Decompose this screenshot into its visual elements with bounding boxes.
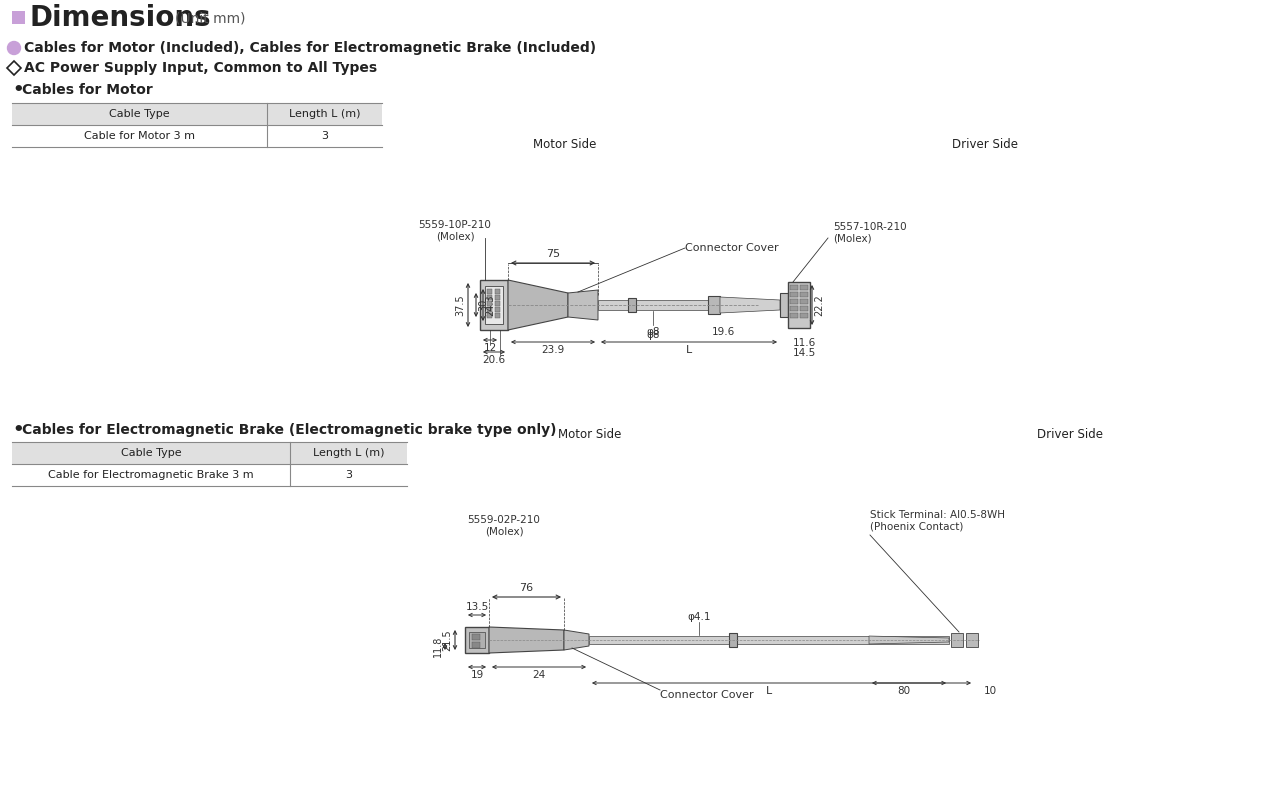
Bar xyxy=(486,295,492,300)
Text: Cable Type: Cable Type xyxy=(120,448,182,458)
Text: Length L (m): Length L (m) xyxy=(312,448,384,458)
Text: Motor Side: Motor Side xyxy=(558,429,622,441)
Text: Dimensions: Dimensions xyxy=(29,4,211,32)
Bar xyxy=(780,293,788,317)
Text: Driver Side: Driver Side xyxy=(952,138,1018,152)
Bar xyxy=(495,295,500,300)
Bar xyxy=(788,282,810,328)
Text: φ8: φ8 xyxy=(646,327,659,337)
Bar xyxy=(628,298,636,312)
Bar xyxy=(800,306,808,311)
Bar xyxy=(12,11,26,24)
Bar xyxy=(790,299,797,304)
Text: 5559-10P-210
(Molex): 5559-10P-210 (Molex) xyxy=(419,220,492,242)
Text: (Unit mm): (Unit mm) xyxy=(175,11,246,25)
Text: Connector Cover: Connector Cover xyxy=(685,243,778,253)
Text: Cable for Electromagnetic Brake 3 m: Cable for Electromagnetic Brake 3 m xyxy=(49,470,253,480)
Bar xyxy=(598,300,708,310)
Bar xyxy=(472,642,480,648)
Polygon shape xyxy=(568,290,598,320)
Text: 13.5: 13.5 xyxy=(466,602,489,612)
Bar xyxy=(589,636,948,644)
Text: Driver Side: Driver Side xyxy=(1037,429,1103,441)
Text: 11.6: 11.6 xyxy=(794,338,817,348)
Text: Length L (m): Length L (m) xyxy=(289,109,360,119)
Text: 11.8: 11.8 xyxy=(433,636,443,657)
Bar xyxy=(800,292,808,297)
Bar xyxy=(495,313,500,318)
Bar xyxy=(800,313,808,318)
Text: 37.5: 37.5 xyxy=(454,294,465,316)
Text: 19: 19 xyxy=(470,670,484,680)
Text: φ8: φ8 xyxy=(646,330,659,340)
Text: Motor Side: Motor Side xyxy=(534,138,596,152)
Bar xyxy=(486,301,492,306)
Text: Cable Type: Cable Type xyxy=(109,109,170,119)
Polygon shape xyxy=(508,280,568,330)
Bar xyxy=(12,442,407,464)
Text: 10: 10 xyxy=(984,686,997,696)
Text: Cables for Motor: Cables for Motor xyxy=(22,83,152,97)
Text: 20.6: 20.6 xyxy=(483,355,506,365)
Bar xyxy=(495,301,500,306)
Text: 76: 76 xyxy=(520,583,534,593)
Text: 24.3: 24.3 xyxy=(485,294,495,316)
Text: L: L xyxy=(765,686,772,696)
Text: 80: 80 xyxy=(897,686,910,696)
Text: L: L xyxy=(686,345,692,355)
Text: Connector Cover: Connector Cover xyxy=(660,690,754,700)
Polygon shape xyxy=(869,636,948,644)
Text: 5559-02P-210
(Molex): 5559-02P-210 (Molex) xyxy=(467,515,540,537)
Bar xyxy=(790,285,797,290)
Text: 75: 75 xyxy=(547,249,561,259)
Text: 3: 3 xyxy=(346,470,352,480)
Text: φ4.1: φ4.1 xyxy=(687,612,710,622)
Bar xyxy=(790,313,797,318)
Bar xyxy=(966,633,978,647)
Bar xyxy=(951,633,963,647)
Text: Stick Terminal: AI0.5-8WH
(Phoenix Contact): Stick Terminal: AI0.5-8WH (Phoenix Conta… xyxy=(870,510,1005,532)
Bar xyxy=(800,299,808,304)
Bar xyxy=(472,634,480,640)
Bar xyxy=(486,307,492,312)
Text: •: • xyxy=(12,81,23,99)
Text: Cables for Motor (Included), Cables for Electromagnetic Brake (Included): Cables for Motor (Included), Cables for … xyxy=(24,41,596,55)
Bar xyxy=(790,306,797,311)
Bar xyxy=(485,286,503,324)
Circle shape xyxy=(8,41,20,55)
Text: 24: 24 xyxy=(532,670,545,680)
Polygon shape xyxy=(489,627,564,653)
Text: 22.2: 22.2 xyxy=(814,294,824,316)
Bar xyxy=(790,292,797,297)
Bar xyxy=(495,289,500,294)
Text: 23.9: 23.9 xyxy=(541,345,564,355)
Text: 3: 3 xyxy=(321,131,328,141)
Bar xyxy=(495,307,500,312)
Text: Cable for Motor 3 m: Cable for Motor 3 m xyxy=(84,131,195,141)
Text: 14.5: 14.5 xyxy=(794,348,817,358)
Bar xyxy=(486,313,492,318)
Bar xyxy=(708,296,719,314)
Bar xyxy=(800,285,808,290)
Text: •: • xyxy=(12,421,23,439)
Bar xyxy=(480,280,508,330)
Bar xyxy=(730,633,737,647)
Polygon shape xyxy=(564,630,589,650)
Polygon shape xyxy=(719,297,780,313)
Text: 19.6: 19.6 xyxy=(712,327,735,337)
Bar xyxy=(465,627,489,653)
Text: AC Power Supply Input, Common to All Types: AC Power Supply Input, Common to All Typ… xyxy=(24,61,378,75)
Bar xyxy=(468,632,485,648)
Bar xyxy=(486,289,492,294)
Bar xyxy=(12,103,381,125)
Text: Cables for Electromagnetic Brake (Electromagnetic brake type only): Cables for Electromagnetic Brake (Electr… xyxy=(22,423,557,437)
Text: 12: 12 xyxy=(484,343,497,353)
Text: 5557-10R-210
(Molex): 5557-10R-210 (Molex) xyxy=(833,222,906,243)
Text: 30: 30 xyxy=(477,299,488,311)
Text: 21.5: 21.5 xyxy=(442,629,452,651)
